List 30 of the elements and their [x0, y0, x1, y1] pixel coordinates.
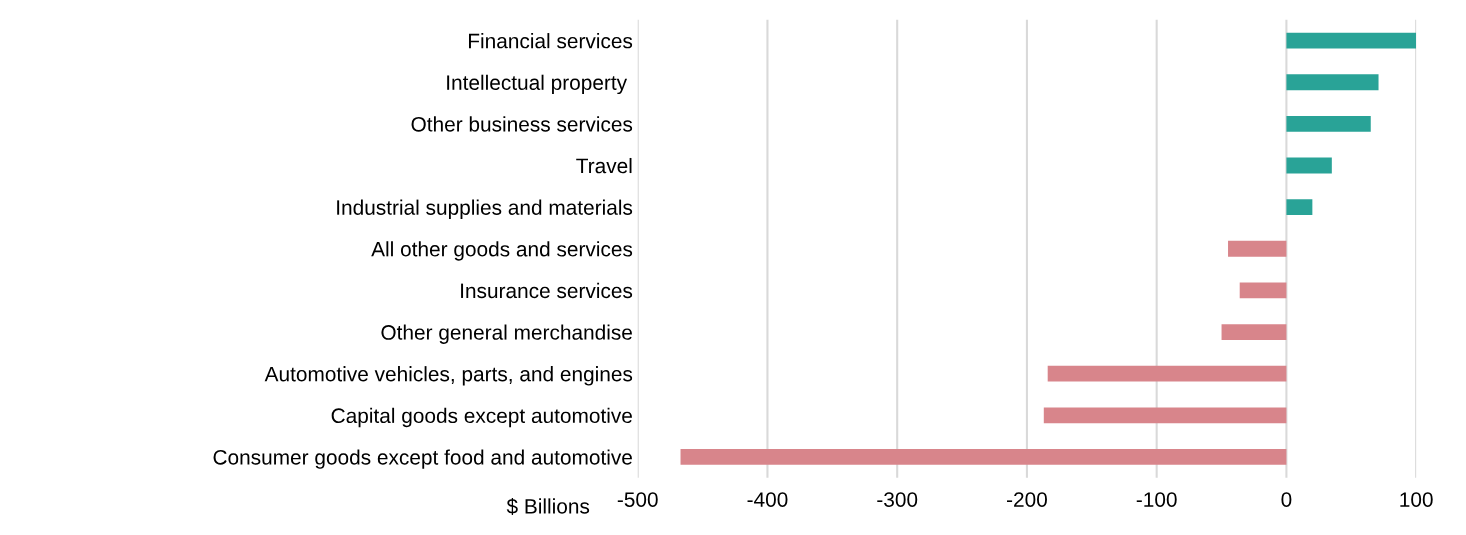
bar: [1228, 240, 1287, 257]
bar: [1286, 115, 1371, 132]
bar: [1286, 199, 1313, 216]
y-tick-label: Other business services: [411, 116, 633, 132]
bar: [1286, 32, 1417, 49]
y-tick-label: Intellectual property: [447, 74, 628, 95]
x-tick-label: -100: [1136, 492, 1177, 507]
y-tick-label: Financial services: [469, 33, 633, 49]
y-tick-label: Industrial supplies and materials: [337, 199, 633, 220]
bar: [1221, 324, 1287, 340]
bar: [1286, 74, 1379, 91]
y-tick-label: Automotive vehicles, parts, and engines: [264, 366, 633, 386]
bar: [1043, 407, 1287, 424]
x-tick-label: 100: [1400, 492, 1433, 507]
x-tick-label: -200: [1007, 492, 1047, 507]
x-tick-label: -400: [747, 492, 788, 507]
x-tick-label: -300: [877, 492, 918, 507]
y-tick-label: Consumer goods except food and automotive: [213, 449, 632, 469]
bar: [1286, 157, 1332, 174]
bar: [1239, 282, 1287, 299]
x-tick-label: 0: [1281, 492, 1292, 507]
x-tick-label: -500: [617, 492, 658, 507]
x-axis-title: $ Billions: [506, 498, 590, 515]
y-tick-label: All other goods and services: [371, 241, 633, 261]
y-tick-label: Insurance services: [461, 282, 633, 299]
y-tick-label: Capital goods except automotive: [331, 407, 632, 428]
bar: [680, 449, 1287, 465]
y-tick-label: Other general merchandise: [381, 324, 632, 344]
y-tick-label: Travel: [576, 157, 632, 174]
bar: [1047, 365, 1287, 382]
